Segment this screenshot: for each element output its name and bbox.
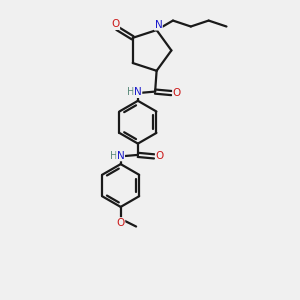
Text: N: N	[154, 20, 162, 30]
Text: O: O	[155, 152, 164, 161]
Text: N: N	[117, 151, 124, 161]
Text: O: O	[111, 20, 120, 29]
Text: H: H	[110, 151, 117, 161]
Text: N: N	[134, 88, 142, 98]
Text: O: O	[116, 218, 125, 228]
Text: O: O	[173, 88, 181, 98]
Text: H: H	[127, 88, 134, 98]
